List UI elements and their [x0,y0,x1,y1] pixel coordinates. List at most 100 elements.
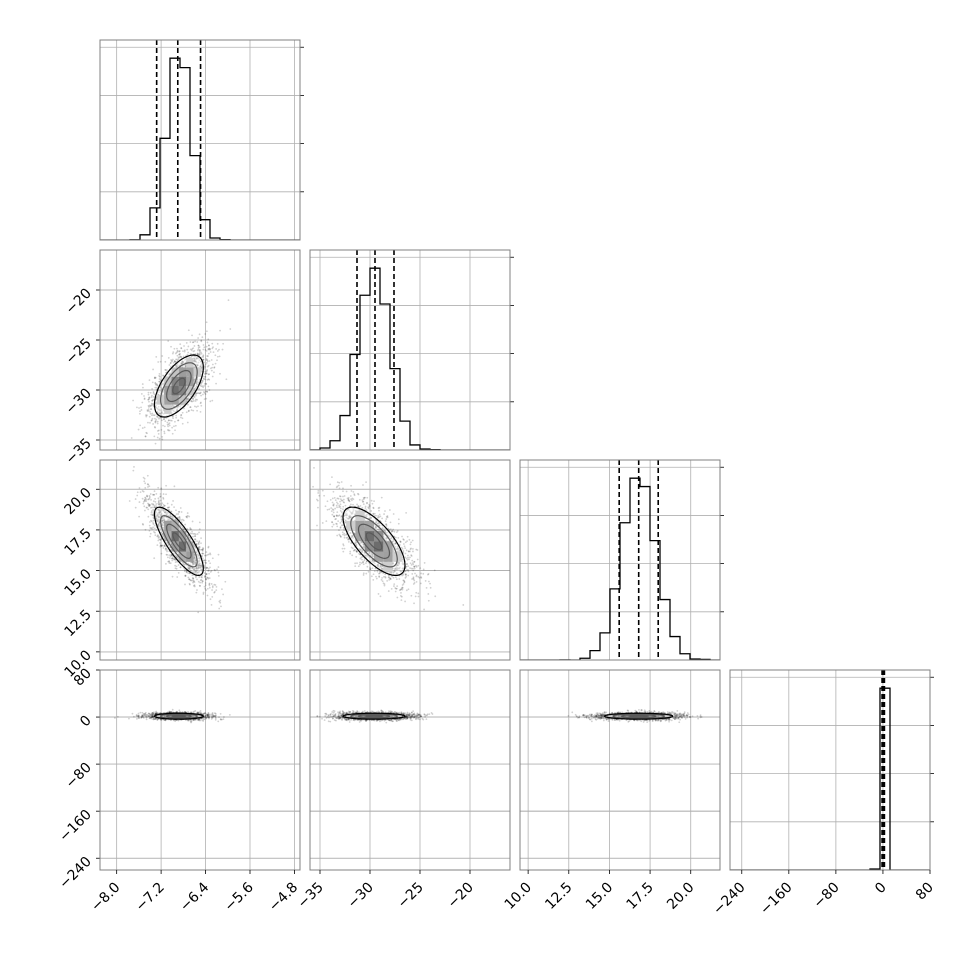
scatter-point [155,517,158,520]
scatter-point [205,572,208,575]
scatter-point [195,385,198,387]
scatter-point [196,353,199,356]
scatter-point [205,371,208,373]
scatter-point [198,346,201,348]
scatter-point [348,500,350,502]
scatter-point [201,580,204,583]
scatter-point [410,541,412,544]
scatter-point [209,400,212,403]
scatter-point [157,508,160,511]
scatter-point [200,568,203,571]
scatter-point [149,410,151,413]
scatter-point [194,569,197,572]
scatter-point [180,413,183,416]
scatter-point [388,535,391,538]
scatter-point [219,329,221,332]
scatter-point [158,499,160,502]
scatter-point [222,593,225,596]
contour-level-1 [166,369,192,403]
scatter-point [403,579,405,582]
scatter-point [162,498,165,500]
scatter-point [190,399,192,402]
scatter-point [390,537,393,539]
y-tick-label: 20.0 [61,485,94,518]
scatter-point [164,511,167,514]
scatter-point [143,499,146,501]
scatter-point [152,504,155,506]
scatter-point [202,344,205,346]
scatter-point [196,553,199,556]
scatter-point [181,360,184,363]
scatter-point [160,552,163,555]
scatter-point [153,504,156,507]
scatter-point [171,358,174,361]
scatter-point [354,542,357,545]
scatter-point [213,583,216,586]
scatter-point [192,562,194,565]
scatter-point [191,562,194,565]
scatter-point [158,374,161,377]
scatter-point [158,538,161,541]
scatter-point [175,513,178,516]
scatter-point [156,386,158,389]
scatter-point [161,438,164,441]
scatter-point [424,580,427,582]
scatter-point [170,419,173,422]
scatter-point [335,486,338,489]
scatter-point [156,436,159,439]
scatter-point [171,517,174,520]
scatter-point [200,537,202,540]
scatter-point [194,570,197,573]
scatter-point [210,569,213,572]
scatter-point [160,412,163,415]
scatter-point [364,505,367,508]
scatter-point [152,519,155,522]
scatter-point [158,451,160,453]
scatter-point [174,564,177,567]
scatter-point [162,493,165,495]
scatter-point [200,367,203,369]
scatter-point [151,381,154,384]
scatter-point [343,547,346,550]
scatter-point [172,409,174,412]
scatter-point [381,562,384,565]
scatter-point [207,577,210,580]
scatter-point [169,562,172,565]
scatter-point [377,516,379,519]
scatter-point [199,411,202,413]
scatter-point [189,353,192,355]
scatter-point [207,344,210,347]
scatter-point [180,416,182,419]
scatter-point [192,563,195,565]
scatter-point [156,513,159,515]
scatter-point [206,378,209,381]
scatter-point [350,503,352,506]
scatter-point [200,394,202,397]
scatter-point [344,504,347,507]
scatter-point [167,506,170,509]
scatter-point [188,409,190,412]
scatter-point [142,476,145,479]
scatter-point [171,404,174,407]
scatter-point [201,576,203,579]
scatter-point [200,564,203,566]
scatter-point [155,418,158,421]
scatter-point [402,563,405,566]
scatter-point [335,504,338,507]
scatter-point [192,341,194,344]
scatter-point [155,415,158,418]
scatter-point [153,417,156,420]
scatter-point [194,545,196,548]
scatter-point [143,505,146,508]
scatter-point [186,398,188,400]
scatter-point [197,567,199,570]
scatter-point [199,402,202,405]
scatter-point [372,554,375,556]
scatter-point [209,348,211,350]
scatter-point [171,404,173,407]
scatter-point [196,566,198,569]
scatter-point [163,518,166,521]
scatter-point [211,342,214,345]
scatter-point [156,534,159,537]
scatter-point [155,406,157,409]
